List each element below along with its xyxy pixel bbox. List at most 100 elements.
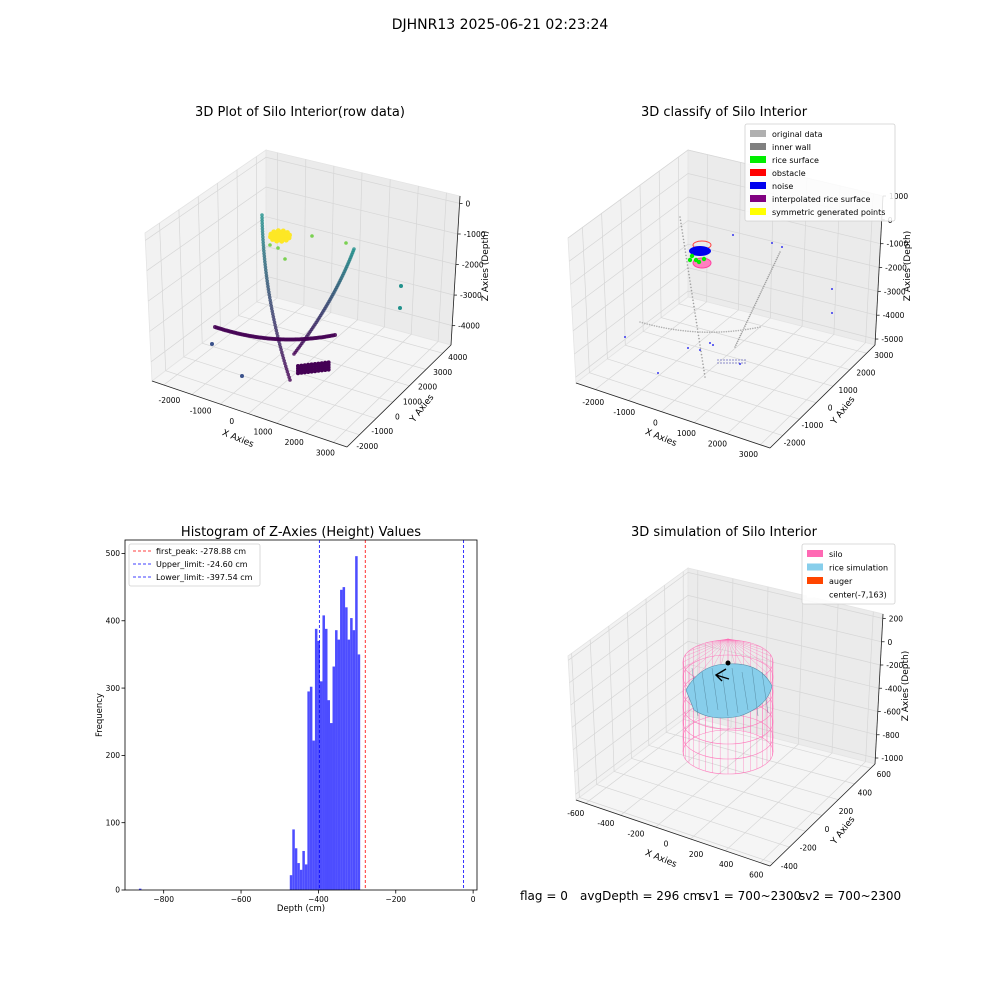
data-point [770, 270, 772, 272]
data-point [696, 325, 698, 327]
data-point [720, 359, 722, 361]
z-tick-label: -5000 [881, 335, 903, 344]
data-point [685, 257, 688, 260]
data-point [286, 372, 291, 377]
z-tick-label: 1000 [889, 192, 908, 201]
data-point [279, 347, 283, 352]
data-point [273, 323, 277, 327]
data-point [653, 324, 656, 327]
data-point [726, 362, 728, 364]
data-point [316, 368, 321, 373]
data-point [275, 334, 280, 338]
data-point [746, 319, 749, 322]
data-point [738, 336, 741, 339]
data-point [683, 241, 685, 244]
data-point [754, 327, 756, 329]
legend-label: symmetric generated points [772, 208, 885, 217]
z-gridline [572, 243, 878, 332]
legend-swatch [750, 195, 766, 202]
data-point [752, 327, 754, 330]
data-point [723, 362, 725, 364]
data-point [262, 251, 266, 256]
data-point [699, 331, 701, 333]
data-point [757, 296, 760, 299]
histogram-bar [350, 618, 353, 890]
silo-wire [688, 638, 729, 674]
status-avg-depth: avgDepth = 296 cm [580, 889, 702, 903]
data-point [261, 246, 266, 250]
data-point [285, 369, 290, 374]
legend-label: silo [829, 550, 843, 559]
data-point [701, 256, 707, 262]
x-tick-label: 1000 [677, 429, 696, 438]
data-point [768, 274, 770, 276]
plot-frame [124, 539, 478, 891]
y-tick-label: 400 [106, 616, 121, 625]
data-point [264, 270, 268, 275]
y-gridline [163, 152, 278, 386]
z-tick-label: -2000 [462, 261, 484, 270]
data-point [651, 324, 653, 327]
center-marker [725, 660, 731, 666]
data-point [755, 300, 758, 303]
data-point [694, 312, 696, 314]
data-point [657, 372, 659, 374]
legend-frame [128, 543, 261, 587]
data-point [767, 275, 770, 278]
data-point [682, 329, 684, 332]
silo-wire [695, 638, 729, 678]
data-point [763, 285, 765, 288]
data-point [702, 363, 704, 366]
data-point [692, 330, 694, 333]
histogram-bar [302, 850, 305, 890]
legend-label: interpolated rice surface [772, 195, 870, 204]
data-point [260, 232, 265, 237]
y-tick-label: 2000 [856, 369, 875, 378]
x-gridline [678, 156, 867, 354]
legend-label: first_peak: -278.88 cm [156, 547, 246, 556]
z-tick-label: -1000 [464, 230, 486, 239]
data-point [268, 243, 272, 247]
rice-mesh [691, 667, 699, 717]
data-point [723, 331, 725, 333]
data-point [745, 323, 747, 326]
data-point [210, 342, 214, 346]
rice-surface [685, 663, 773, 719]
data-point [754, 304, 756, 307]
data-point [709, 342, 711, 344]
data-point [759, 326, 761, 328]
y-tick-label: 500 [106, 549, 121, 558]
panel-simulation-3d: -600-400-2000200400600-400-2000200400600… [567, 525, 911, 879]
data-point [744, 359, 746, 361]
status-flag: flag = 0 [520, 889, 568, 903]
y-axis-line [769, 344, 876, 449]
data-point [740, 329, 742, 332]
data-point [268, 298, 273, 303]
y-axis-line [346, 344, 452, 448]
data-point [270, 309, 275, 314]
data-point [728, 330, 730, 333]
x-tick-label: 0 [471, 895, 476, 904]
data-point [751, 310, 753, 312]
z-tick-label: 200 [889, 615, 904, 624]
data-point [720, 331, 723, 333]
y-gridline [620, 578, 734, 816]
x-tick-label: -1000 [190, 406, 212, 415]
data-point [261, 240, 265, 245]
data-point [265, 281, 270, 286]
histogram-bar [347, 639, 351, 890]
data-point [742, 329, 744, 331]
histogram-bar [294, 848, 298, 890]
data-point [675, 329, 677, 331]
data-point [750, 312, 752, 314]
data-point [740, 332, 743, 335]
legend-label: inner wall [772, 143, 811, 152]
data-point [266, 284, 270, 289]
data-point [267, 290, 271, 294]
legend-label: obstacle [772, 169, 806, 178]
data-point [265, 279, 270, 283]
status-sv2: sv2 = 700~2300 [799, 889, 902, 903]
histogram-bar [335, 630, 338, 890]
legend-swatch [750, 208, 766, 215]
silo-wire [696, 638, 729, 647]
